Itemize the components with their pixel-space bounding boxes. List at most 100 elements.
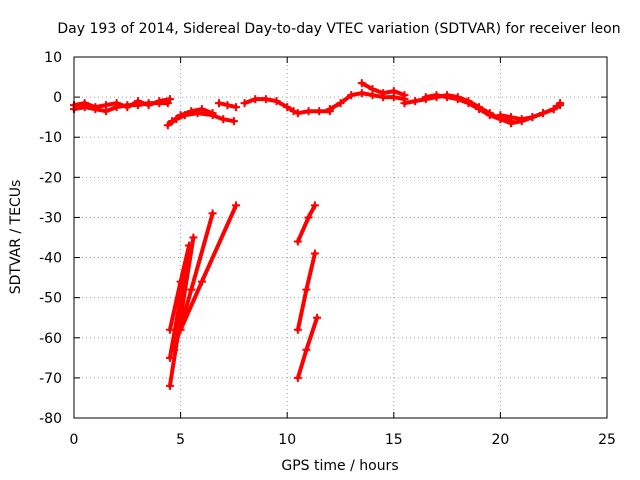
data-point [176, 111, 185, 120]
data-point [251, 95, 260, 104]
data-point [289, 107, 298, 116]
data-point [368, 85, 377, 94]
data-point [549, 105, 558, 114]
x-tick-label: 0 [70, 432, 79, 448]
data-point [315, 107, 324, 116]
y-axis-title: SDTVAR / TECUs [8, 180, 24, 295]
x-tick-label: 25 [598, 432, 616, 448]
data-point [293, 373, 302, 382]
data-point [400, 99, 409, 108]
data-point [507, 119, 516, 128]
y-tick-label: -30 [39, 210, 62, 226]
y-tick-label: -40 [39, 251, 62, 267]
data-point [304, 213, 313, 222]
y-tick-label: 10 [44, 50, 62, 66]
data-point [176, 325, 185, 334]
series-arc-04 [168, 105, 217, 126]
series-arc-09 [357, 79, 409, 100]
data-point [432, 91, 441, 100]
data-point [163, 121, 172, 130]
y-tick-label: -60 [39, 331, 62, 347]
data-point [400, 91, 409, 100]
data-point [453, 95, 462, 104]
data-point [214, 99, 223, 108]
data-point [91, 105, 100, 114]
data-point [229, 117, 238, 126]
data-point [293, 237, 302, 246]
data-point [185, 241, 194, 250]
y-tick-label: -50 [39, 291, 62, 307]
data-point [517, 117, 526, 126]
data-point [272, 97, 281, 106]
data-point [223, 101, 232, 110]
series-line [295, 109, 332, 116]
data-point [189, 233, 198, 242]
data-point [379, 89, 388, 98]
data-point [302, 285, 311, 294]
data-point [411, 97, 420, 106]
series-steep-05 [176, 201, 241, 334]
data-point [304, 107, 313, 116]
y-tick-label: -10 [39, 130, 62, 146]
data-point [528, 113, 537, 122]
series-steep-07 [293, 249, 319, 334]
data-point [155, 99, 164, 108]
data-point [165, 325, 174, 334]
data-point [240, 99, 249, 108]
data-point [165, 353, 174, 362]
data-point [464, 99, 473, 108]
plot-frame [73, 56, 608, 419]
data-point [475, 105, 484, 114]
data-point [443, 93, 452, 102]
data-point [336, 99, 345, 108]
axis-ticks [73, 56, 608, 419]
data-series [70, 79, 565, 390]
x-tick-label: 15 [385, 432, 403, 448]
data-point [112, 103, 121, 112]
data-point [261, 95, 270, 104]
data-point [187, 285, 196, 294]
data-point [187, 107, 196, 116]
series-steep-08 [293, 313, 322, 382]
data-point [539, 109, 548, 118]
series-steep-03 [165, 241, 194, 334]
series-arc-08 [325, 89, 409, 114]
x-axis-title: GPS time / hours [281, 458, 398, 474]
data-point [496, 111, 505, 120]
data-point [170, 345, 179, 354]
series-line [295, 203, 317, 244]
data-point [232, 103, 241, 112]
grid [74, 57, 607, 418]
y-tick-label: 0 [53, 90, 62, 106]
series-steep-01 [165, 233, 198, 390]
data-point [133, 101, 142, 110]
x-tick-label: 10 [278, 432, 296, 448]
data-point [232, 201, 241, 210]
data-point [208, 209, 217, 218]
data-point [310, 249, 319, 258]
data-point [165, 95, 174, 104]
data-point [313, 313, 322, 322]
x-tick-label: 20 [491, 432, 509, 448]
series-arc-02 [70, 99, 172, 116]
data-point [485, 111, 494, 120]
data-point [293, 325, 302, 334]
series-line [295, 315, 319, 380]
data-point [421, 93, 430, 102]
series-line [72, 101, 170, 114]
data-point [165, 381, 174, 390]
y-tick-label: -20 [39, 170, 62, 186]
data-point [123, 101, 132, 110]
data-point [357, 79, 366, 88]
series-arc-13 [507, 99, 565, 128]
data-point [556, 99, 565, 108]
series-steep-06 [293, 201, 319, 246]
data-point [310, 201, 319, 210]
x-tick-label: 5 [176, 432, 185, 448]
y-tick-label: -70 [39, 371, 62, 387]
data-point [219, 115, 228, 124]
data-point [168, 117, 177, 126]
data-point [101, 107, 110, 116]
data-point [197, 277, 206, 286]
